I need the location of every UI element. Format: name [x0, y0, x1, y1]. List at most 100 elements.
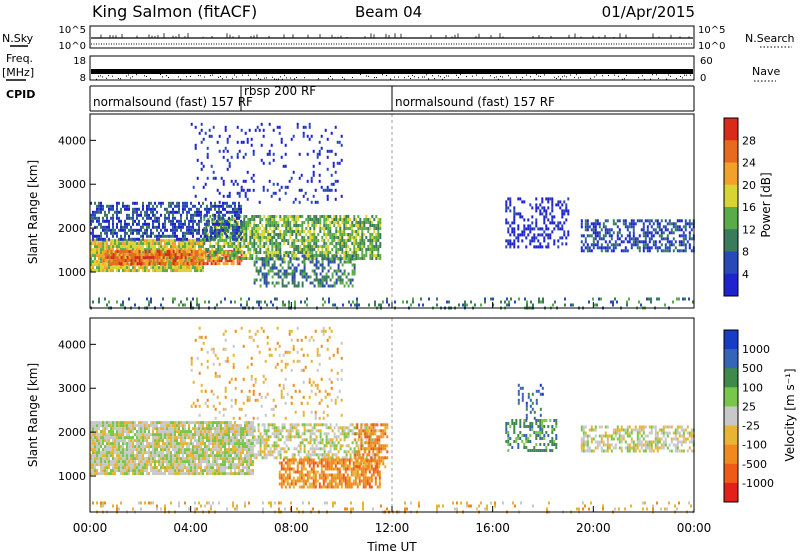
range-gate-cell: [170, 256, 173, 260]
nave-dot: [442, 78, 443, 80]
range-gate-cell: [148, 253, 151, 257]
range-gate-cell: [375, 245, 378, 248]
range-gate-cell: [156, 430, 158, 434]
range-gate-cell: [194, 260, 196, 264]
range-gate-cell: [172, 463, 174, 467]
range-gate-cell: [602, 222, 605, 226]
range-gate-cell: [365, 215, 368, 218]
range-gate-cell: [295, 227, 298, 230]
range-gate-cell: [180, 248, 182, 252]
range-gate-cell: [156, 253, 159, 257]
range-gate-cell: [212, 451, 214, 455]
range-gate-cell: [184, 466, 186, 470]
range-gate-cell: [152, 262, 155, 266]
range-gate-cell: [612, 222, 615, 226]
range-gate-cell: [140, 421, 142, 425]
range-gate-cell: [293, 239, 296, 242]
range-gate-cell: [521, 200, 524, 204]
range-gate-cell: [178, 256, 181, 260]
nave-dot: [652, 74, 653, 76]
range-gate-cell: [206, 454, 208, 458]
range-gate-cell: [92, 442, 94, 446]
range-gate-cell: [126, 266, 128, 270]
range-gate-cell: [126, 463, 128, 467]
range-gate-cell: [124, 424, 126, 428]
range-gate-cell: [136, 253, 139, 257]
range-gate-cell: [148, 442, 150, 446]
range-gate-cell: [98, 433, 100, 437]
range-gate-cell: [277, 275, 280, 279]
range-gate-cell: [202, 427, 204, 431]
range-gate-cell: [374, 303, 376, 307]
range-gate-cell: [182, 469, 184, 473]
range-gate-cell: [218, 213, 220, 217]
range-gate-cell: [168, 219, 170, 223]
range-gate-cell: [132, 216, 134, 220]
range-gate-cell: [92, 260, 94, 264]
range-gate-cell: [289, 260, 292, 264]
range-gate-cell: [172, 430, 174, 434]
range-gate-cell: [265, 260, 268, 264]
range-gate-cell: [297, 233, 300, 236]
nave-dot: [668, 74, 669, 76]
range-gate-cell: [148, 248, 150, 252]
range-gate-cell: [92, 242, 94, 246]
range-gate-cell: [152, 254, 154, 258]
range-gate-cell: [553, 227, 556, 231]
range-gate-cell: [273, 266, 276, 270]
range-gate-cell: [116, 259, 119, 263]
range-gate-cell: [168, 201, 170, 205]
nave-dot: [422, 76, 423, 78]
range-gate-cell: [337, 239, 340, 242]
range-gate-cell: [229, 227, 232, 230]
range-gate-cell: [138, 463, 140, 467]
range-gate-cell: [92, 439, 94, 443]
range-gate-cell: [318, 152, 321, 156]
range-gate-cell: [174, 245, 176, 249]
range-gate-cell: [192, 225, 194, 229]
range-gate-cell: [210, 433, 212, 437]
range-gate-cell: [523, 233, 526, 237]
range-gate-cell: [297, 281, 300, 285]
range-gate-cell: [349, 218, 352, 221]
range-gate-cell: [340, 194, 343, 198]
range-gate-cell: [507, 221, 510, 225]
range-gate-cell: [331, 257, 334, 261]
range-gate-cell: [261, 275, 264, 279]
range-gate-cell: [192, 248, 194, 252]
range-gate-cell: [204, 454, 206, 458]
range-gate-cell: [126, 469, 128, 473]
range-gate-cell: [592, 243, 595, 247]
range-gate-cell: [190, 207, 192, 211]
range-gate-cell: [142, 234, 144, 238]
nave-dot: [500, 75, 501, 77]
range-gate-cell: [323, 218, 326, 221]
range-gate-cell: [265, 230, 268, 233]
nave-dot: [676, 78, 677, 79]
range-gate-cell: [330, 149, 333, 153]
range-gate-cell: [106, 421, 108, 425]
range-gate-cell: [248, 297, 250, 301]
range-gate-cell: [253, 233, 256, 236]
range-gate-cell: [267, 233, 270, 236]
range-gate-cell: [263, 245, 266, 248]
range-gate-cell: [220, 259, 223, 263]
range-gate-cell: [236, 259, 239, 263]
range-gate-cell: [188, 427, 190, 431]
range-gate-cell: [259, 233, 262, 236]
nave-dot: [570, 74, 571, 76]
range-gate-cell: [134, 256, 137, 260]
range-gate-cell: [190, 436, 192, 440]
range-gate-cell: [126, 256, 129, 260]
range-gate-cell: [365, 218, 368, 221]
range-gate-cell: [237, 245, 240, 248]
range-gate-cell: [184, 231, 186, 235]
range-gate-cell: [234, 300, 236, 304]
range-gate-cell: [186, 454, 188, 458]
range-gate-cell: [642, 243, 645, 247]
range-gate-cell: [116, 269, 118, 273]
range-gate-cell: [279, 257, 282, 261]
range-gate-cell: [610, 228, 613, 232]
range-gate-cell: [586, 243, 589, 247]
nave-dot: [98, 75, 99, 77]
